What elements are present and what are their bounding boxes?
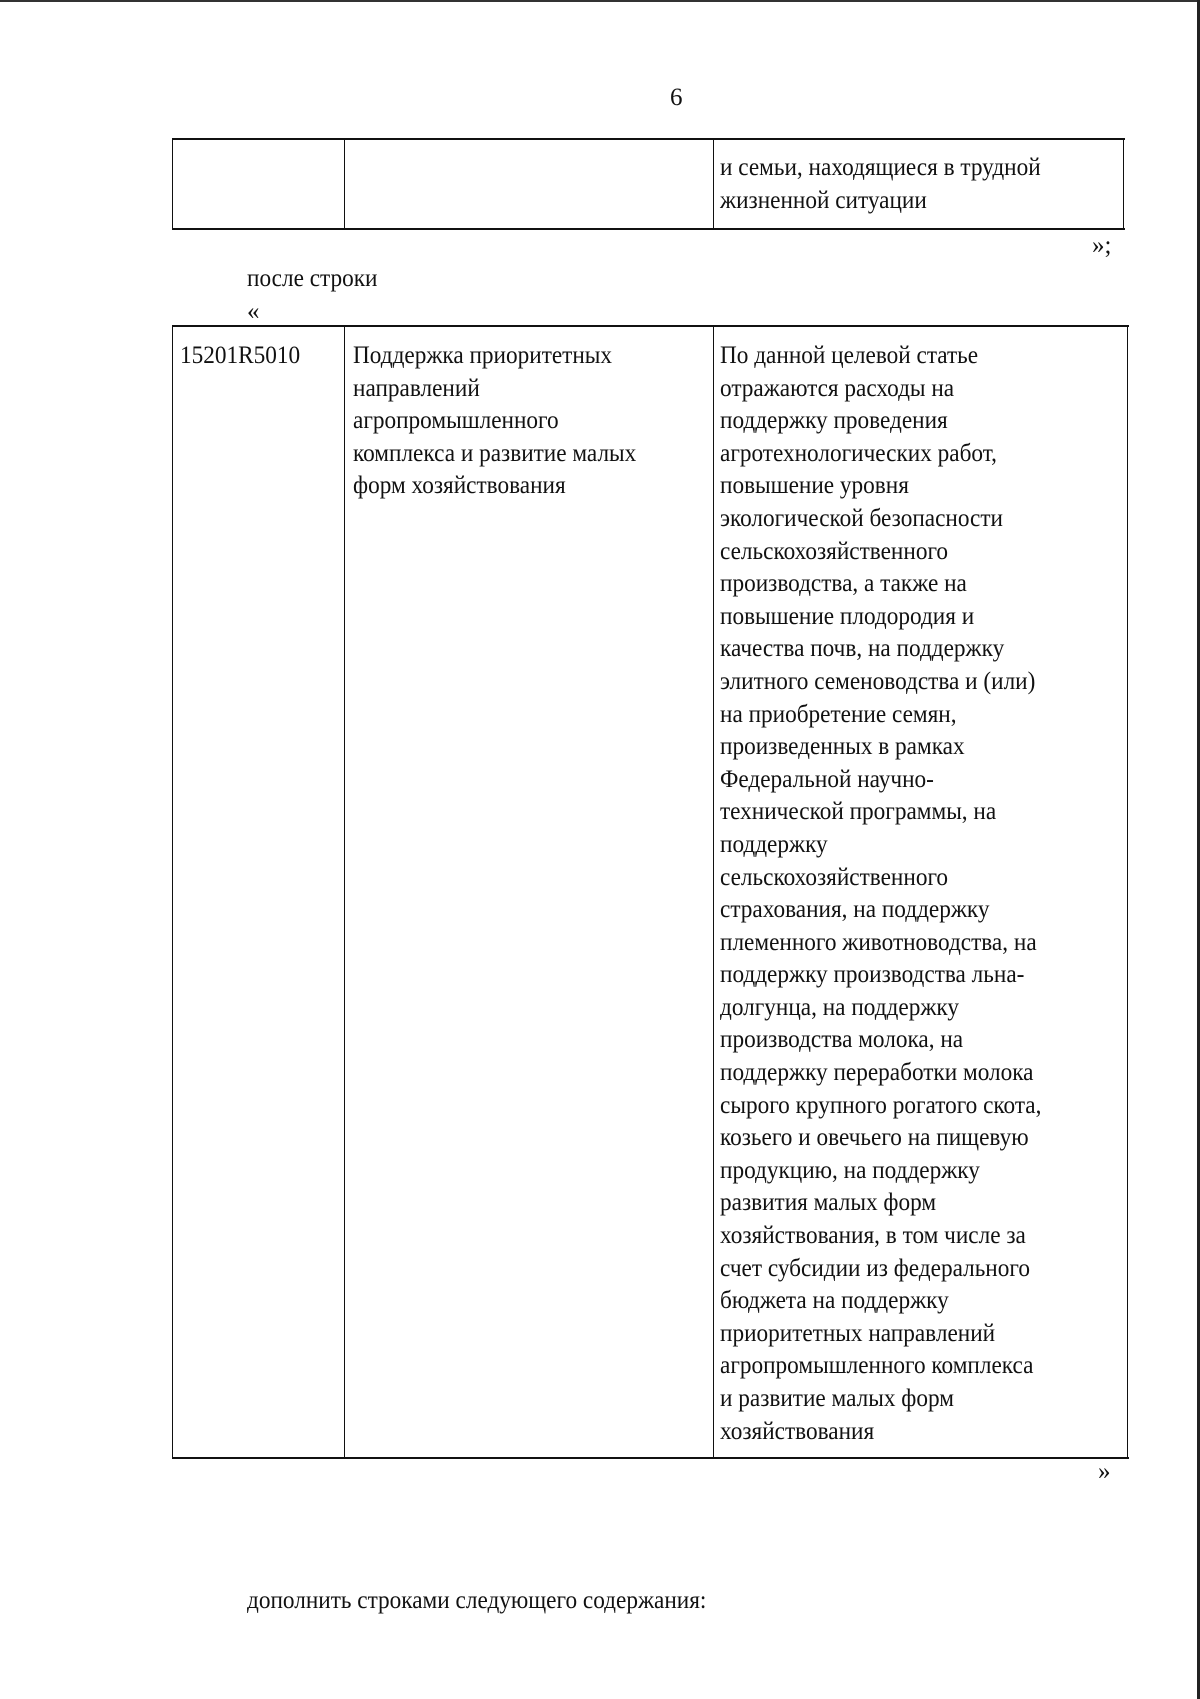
- text-line: жизненной ситуации: [720, 186, 927, 214]
- closing-quote: »: [1098, 1458, 1111, 1485]
- text-line: повышение плодородия и: [720, 602, 975, 630]
- text-line: экологической безопасности: [720, 504, 1003, 532]
- text-line: и семьи, находящиеся в трудной: [720, 154, 1041, 181]
- text-line: поддержку переработки молока: [720, 1059, 1034, 1087]
- code-cell: 15201R5010: [180, 340, 309, 373]
- table-border: [344, 327, 345, 1457]
- scan-top-edge: [0, 0, 1200, 2]
- text-line: комплекса и развитие малых: [353, 439, 637, 467]
- text-line: на приобретение семян,: [720, 700, 957, 728]
- text-line: Поддержка приоритетных: [353, 342, 613, 369]
- table-border: [172, 140, 173, 228]
- text-line: приоритетных направлений: [720, 1319, 996, 1347]
- text-line: повышение уровня: [720, 472, 909, 500]
- text-line: агропромышленного комплекса: [720, 1352, 1034, 1380]
- text-line: страхования, на поддержку: [720, 896, 990, 924]
- text-line: производства молока, на: [720, 1026, 964, 1054]
- text-line: поддержку производства льна-: [720, 961, 1025, 989]
- text-line: хозяйствования: [720, 1417, 875, 1445]
- text-line: форм хозяйствования: [353, 472, 566, 500]
- text-line: По данной целевой статье: [720, 342, 979, 369]
- text-line: племенного животноводства, на: [720, 928, 1037, 956]
- text-line: технической программы, на: [720, 798, 997, 826]
- text-line: произведенных в рамках: [720, 733, 965, 761]
- text-line: поддержку проведения: [720, 407, 948, 435]
- name-cell: Поддержка приоритетных направлений агропро…: [353, 340, 658, 503]
- text-line: отражаются расходы на: [720, 374, 955, 402]
- text-line: сельскохозяйственного: [720, 537, 949, 565]
- scan-right-edge: [1197, 0, 1200, 1699]
- text-line: продукцию, на поддержку: [720, 1156, 980, 1184]
- text-line: и развитие малых форм: [720, 1385, 954, 1412]
- text-line: сельскохозяйственного: [720, 863, 949, 891]
- text-line: долгунца, на поддержку: [720, 993, 959, 1021]
- text-line: счет субсидии из федерального: [720, 1254, 1030, 1282]
- text-line: направлений: [353, 374, 480, 402]
- text-line: Федеральной научно-: [720, 765, 934, 793]
- table-border: [713, 140, 714, 228]
- table-reference-row: 15201R5010 Поддержка приоритетных направл…: [172, 325, 1129, 1459]
- table-border: [1127, 327, 1128, 1457]
- text-line: поддержку: [720, 830, 828, 858]
- target-code: 15201R5010: [180, 342, 301, 369]
- text-line: качества почв, на поддержку: [720, 635, 1005, 663]
- opening-quote: «: [247, 298, 260, 325]
- text-line: производства, а также на: [720, 570, 967, 598]
- text-line: бюджета на поддержку: [720, 1287, 949, 1315]
- text-line: агропромышленного: [353, 407, 559, 435]
- text-line: сырого крупного рогатого скота,: [720, 1091, 1042, 1119]
- supplement-text: дополнить строками следующего содержания…: [247, 1587, 707, 1614]
- closing-quote: »;: [1092, 232, 1112, 259]
- text-line: хозяйствования, в том числе за: [720, 1222, 1026, 1250]
- description-cell: и семьи, находящиеся в трудной жизненной…: [720, 152, 1065, 217]
- text-line: элитного семеноводства и (или): [720, 667, 1036, 695]
- table-previous-row: и семьи, находящиеся в трудной жизненной…: [172, 138, 1125, 230]
- table-border: [172, 327, 173, 1457]
- description-cell: По данной целевой статье отражаются расхо…: [720, 340, 1066, 1448]
- text-line: козьего и овечьего на пищевую: [720, 1124, 1029, 1152]
- after-row-label: после строки: [247, 265, 378, 292]
- text-line: агротехнологических работ,: [720, 439, 997, 467]
- table-border: [344, 140, 345, 228]
- text-line: развития малых форм: [720, 1189, 937, 1217]
- page-number: 6: [670, 84, 683, 111]
- table-border: [713, 327, 714, 1457]
- table-border: [1123, 140, 1124, 228]
